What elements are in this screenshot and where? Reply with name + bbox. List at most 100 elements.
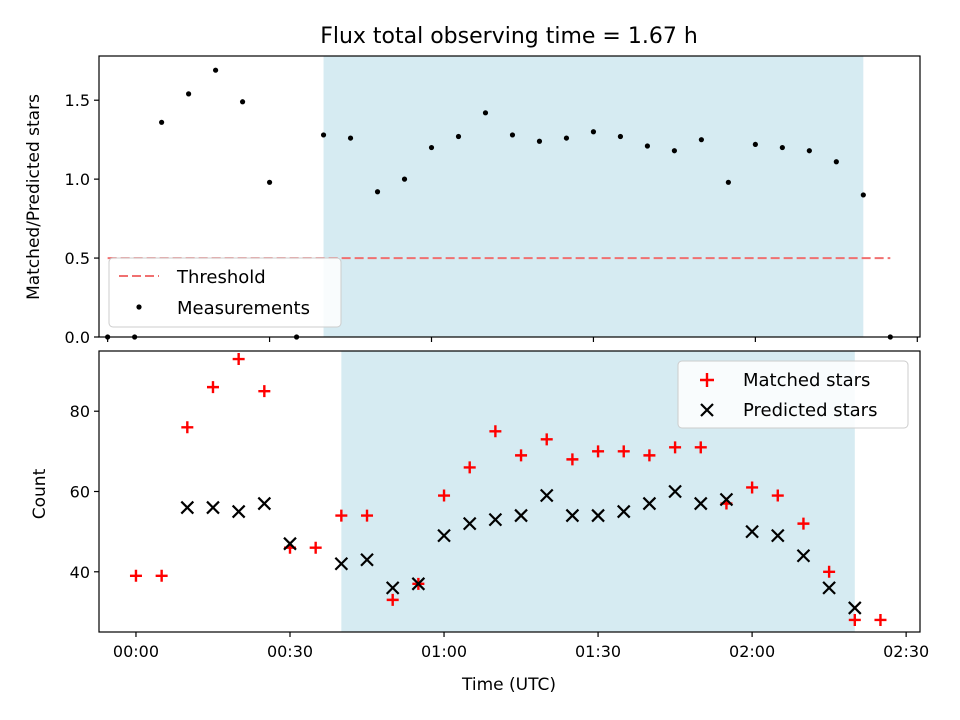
- measurement-point: [482, 110, 489, 116]
- plot-frame: [98, 55, 921, 338]
- predicted-star-point: [719, 492, 734, 507]
- y-axis-ticks: 0.0 0.5 1.0 1.5: [65, 91, 99, 347]
- matched-star-point: [489, 425, 502, 438]
- measurement-point: [266, 179, 273, 185]
- x-tick-label: 01:00: [421, 642, 467, 661]
- predicted-star-point: [411, 577, 426, 591]
- matched-legend-swatch: [700, 373, 714, 387]
- matched-star-point: [874, 613, 887, 626]
- y-axis-label: Count: [30, 468, 50, 519]
- matched-star-point: [258, 385, 271, 398]
- count-panel: 00:00 00:30 01:00 01:30 02:00 02:30 40 60 80 Co…: [30, 350, 929, 695]
- measurement-point: [590, 129, 597, 135]
- measurement-point: [186, 91, 192, 97]
- matched-star-point: [463, 461, 476, 474]
- matched-star-point: [335, 509, 348, 522]
- measurement-point: [617, 133, 624, 140]
- predicted-star-point: [539, 488, 554, 503]
- legend-label-measurements: Measurements: [177, 298, 310, 319]
- predicted-star-point: [770, 528, 785, 543]
- measurement-point: [833, 159, 839, 165]
- measurement-point: [671, 148, 678, 154]
- matched-star-point: [232, 353, 245, 366]
- measurement-point: [725, 179, 731, 185]
- predicted-star-point: [565, 508, 580, 523]
- predicted-star-point: [283, 536, 297, 551]
- y-axis-label: Matched/Predicted stars: [24, 94, 44, 300]
- measurement-point: [212, 67, 219, 73]
- predicted-star-point: [231, 504, 246, 519]
- measurement-point: [779, 144, 785, 151]
- matched-star-point: [515, 449, 528, 462]
- y-tick-label: 1.0: [65, 170, 90, 189]
- predicted-star-point: [257, 496, 272, 511]
- matched-star-point: [540, 433, 553, 446]
- matched-star-point: [181, 421, 194, 434]
- matched-star-point: [155, 569, 168, 582]
- y-tick-label: 1.5: [65, 91, 90, 110]
- matched-star-point: [848, 613, 861, 626]
- measurement-point: [752, 141, 758, 148]
- legend-box: [677, 360, 909, 429]
- predicted-star-point: [360, 552, 374, 567]
- predicted-legend-swatch: [700, 403, 714, 417]
- measurement-point: [239, 99, 246, 105]
- x-axis-ticks: 00:00 00:30 01:00 01:30 02:00 02:30: [113, 632, 929, 661]
- matched-star-point: [206, 381, 219, 394]
- x-axis-label: Time (UTC): [461, 675, 556, 695]
- measurement-point: [806, 148, 812, 154]
- predicted-star-point: [616, 504, 631, 519]
- matched-star-point: [129, 569, 142, 582]
- observing-window-span: [323, 56, 864, 337]
- count-points: [129, 353, 887, 626]
- predicted-star-point: [591, 508, 605, 523]
- predicted-star-point: [745, 524, 759, 539]
- y-axis-ticks: 40 60 80: [70, 402, 99, 582]
- matched-star-point: [694, 441, 707, 454]
- measurement-point: [563, 135, 570, 141]
- matched-star-point: [643, 449, 656, 462]
- y-tick-label: 60: [70, 483, 90, 502]
- measurement-point: [536, 138, 543, 144]
- predicted-star-point: [334, 556, 349, 571]
- legend: Matched stars Predicted stars: [677, 360, 909, 429]
- matched-star-point: [361, 509, 374, 522]
- predicted-star-point: [514, 508, 528, 523]
- x-tick-label: 00:00: [113, 642, 159, 661]
- chart-title: Flux total observing time = 1.67 h: [320, 24, 698, 49]
- legend-label-predicted: Predicted stars: [743, 400, 877, 421]
- predicted-star-point: [488, 512, 503, 527]
- predicted-star-point: [206, 500, 220, 515]
- matched-star-point: [438, 489, 451, 502]
- predicted-star-point: [462, 516, 477, 531]
- matched-star-point: [617, 445, 630, 458]
- measurement-point: [509, 132, 516, 138]
- measurement-point: [644, 143, 651, 149]
- measurement-points: [105, 67, 893, 340]
- legend: Threshold Measurements: [108, 257, 342, 328]
- measurement-point: [401, 176, 408, 182]
- predicted-star-point: [642, 496, 657, 511]
- matched-star-point: [771, 489, 784, 502]
- matched-star-point: [309, 541, 322, 554]
- predicted-star-point: [796, 548, 811, 563]
- ratio-panel: 0.0 0.5 1.0 1.5 Matched/Predicted stars Thr…: [24, 55, 921, 347]
- matched-star-point: [823, 565, 836, 578]
- legend-label-matched: Matched stars: [743, 370, 870, 391]
- predicted-star-point: [848, 601, 862, 615]
- matched-star-point: [592, 445, 605, 458]
- predicted-star-point: [668, 484, 682, 499]
- y-tick-label: 80: [70, 402, 90, 421]
- x-tick-label: 00:30: [267, 642, 313, 661]
- matched-star-point: [746, 481, 759, 494]
- predicted-star-point: [693, 496, 708, 511]
- measurement-legend-swatch: [136, 304, 142, 310]
- predicted-star-point: [437, 528, 451, 543]
- legend-label-threshold: Threshold: [176, 267, 266, 288]
- x-tick-label: 02:00: [729, 642, 775, 661]
- predicted-star-point: [385, 581, 400, 595]
- measurement-point: [374, 189, 381, 195]
- measurement-point: [455, 133, 462, 140]
- x-tick-label: 01:30: [575, 642, 621, 661]
